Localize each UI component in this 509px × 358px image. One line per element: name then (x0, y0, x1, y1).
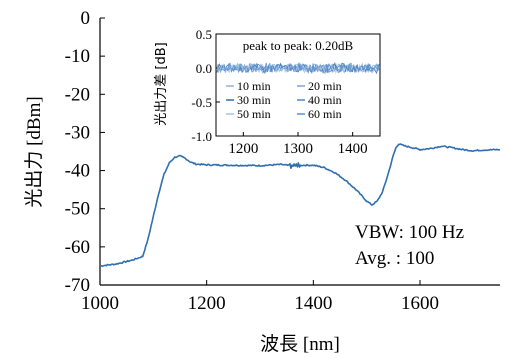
x-tick-label: 1600 (401, 293, 439, 314)
inset-peak-annotation: peak to peak: 0.20dB (243, 38, 354, 53)
inset-x-tick-label: 1400 (338, 141, 368, 157)
y-tick-label: -30 (65, 122, 90, 143)
inset-legend-label: 30 min (237, 93, 271, 107)
x-tick-label: 1200 (188, 293, 226, 314)
inset-x-tick-label: 1200 (228, 141, 258, 157)
y-axis-label: 光出力 [dBm] (23, 96, 45, 207)
inset-legend-label: 60 min (308, 107, 342, 121)
y-tick-label: -10 (65, 46, 90, 67)
inset-legend-label: 50 min (237, 107, 271, 121)
y-tick-label: -50 (65, 199, 90, 220)
x-axis-label: 波長 [nm] (260, 333, 340, 355)
inset-x-tick-label: 1300 (283, 141, 313, 157)
inset-y-tick-label: -1.0 (191, 129, 212, 144)
inset-y-axis-label: 光出力差 [dB] (154, 42, 169, 125)
y-tick-label: -20 (65, 84, 90, 105)
vbw-annotation: VBW: 100 Hz (355, 222, 464, 243)
y-tick-label: -60 (65, 237, 90, 258)
inset-y-tick-label: -0.5 (191, 95, 212, 110)
y-tick-label: 0 (81, 8, 91, 29)
x-tick-label: 1400 (294, 293, 332, 314)
inset-y-tick-label: 0.0 (196, 61, 212, 76)
inset-legend-label: 40 min (308, 93, 342, 107)
inset-legend-label: 10 min (237, 79, 271, 93)
inset-y-tick-label: 0.5 (196, 27, 212, 42)
inset-legend-label: 20 min (308, 79, 342, 93)
y-tick-label: -40 (65, 161, 90, 182)
x-tick-label: 1000 (81, 293, 119, 314)
avg-annotation: Avg. : 100 (355, 248, 434, 269)
